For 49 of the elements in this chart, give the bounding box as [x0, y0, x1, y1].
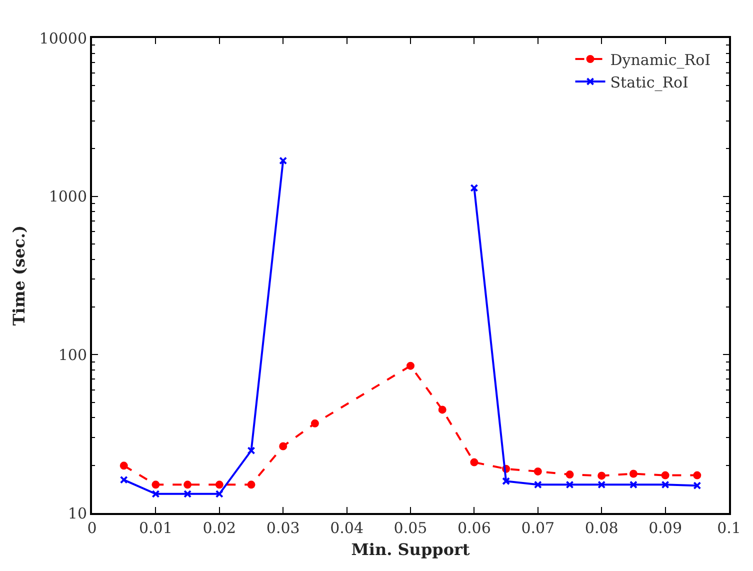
legend-label: Static_RoI — [610, 73, 689, 92]
point — [598, 472, 606, 480]
y-tick-label: 100 — [58, 346, 87, 364]
point — [502, 477, 510, 486]
point — [152, 490, 160, 498]
point — [470, 184, 478, 192]
y-axis-title: Time (sec.) — [10, 225, 29, 326]
point — [693, 471, 702, 480]
y-tick-label: 1000 — [48, 188, 87, 206]
legend-label: Dynamic_RoI — [610, 50, 711, 69]
x-axis-title: Min. Support — [351, 540, 470, 560]
x-tick-label: 0.06 — [457, 519, 491, 537]
x-tick-label: 0.03 — [266, 519, 300, 537]
point — [566, 470, 574, 479]
point — [470, 458, 478, 466]
x-tick-label: 0 — [87, 519, 97, 537]
x-tick-label: 0.07 — [521, 519, 555, 537]
point — [184, 480, 192, 489]
point — [406, 362, 414, 370]
y-tick-label: 10000 — [39, 29, 87, 48]
point — [661, 480, 670, 489]
point — [661, 471, 670, 480]
x-tick-label: 0.01 — [138, 519, 172, 537]
point — [534, 467, 542, 476]
x-tick-label: 0.04 — [330, 519, 364, 537]
point — [184, 490, 192, 498]
x-tick-label: 0.08 — [584, 519, 618, 537]
point — [534, 480, 542, 489]
point — [279, 442, 288, 450]
point — [566, 480, 574, 489]
point — [215, 490, 224, 498]
point — [120, 476, 128, 484]
point — [215, 480, 224, 489]
point — [629, 470, 638, 478]
point — [247, 446, 256, 455]
point — [693, 482, 702, 490]
x-tick-label: 0.09 — [648, 519, 682, 537]
point — [120, 462, 128, 470]
point — [279, 156, 288, 165]
y-tick-label: 10 — [68, 504, 87, 522]
x-tick-label: 0.05 — [394, 519, 428, 537]
point — [247, 480, 256, 489]
point — [310, 419, 319, 428]
x-tick-label: 0.1 — [717, 519, 741, 537]
point — [598, 480, 606, 489]
point — [438, 406, 446, 414]
x-tick-label: 0.02 — [202, 519, 236, 537]
point — [152, 480, 160, 489]
point — [629, 480, 638, 489]
